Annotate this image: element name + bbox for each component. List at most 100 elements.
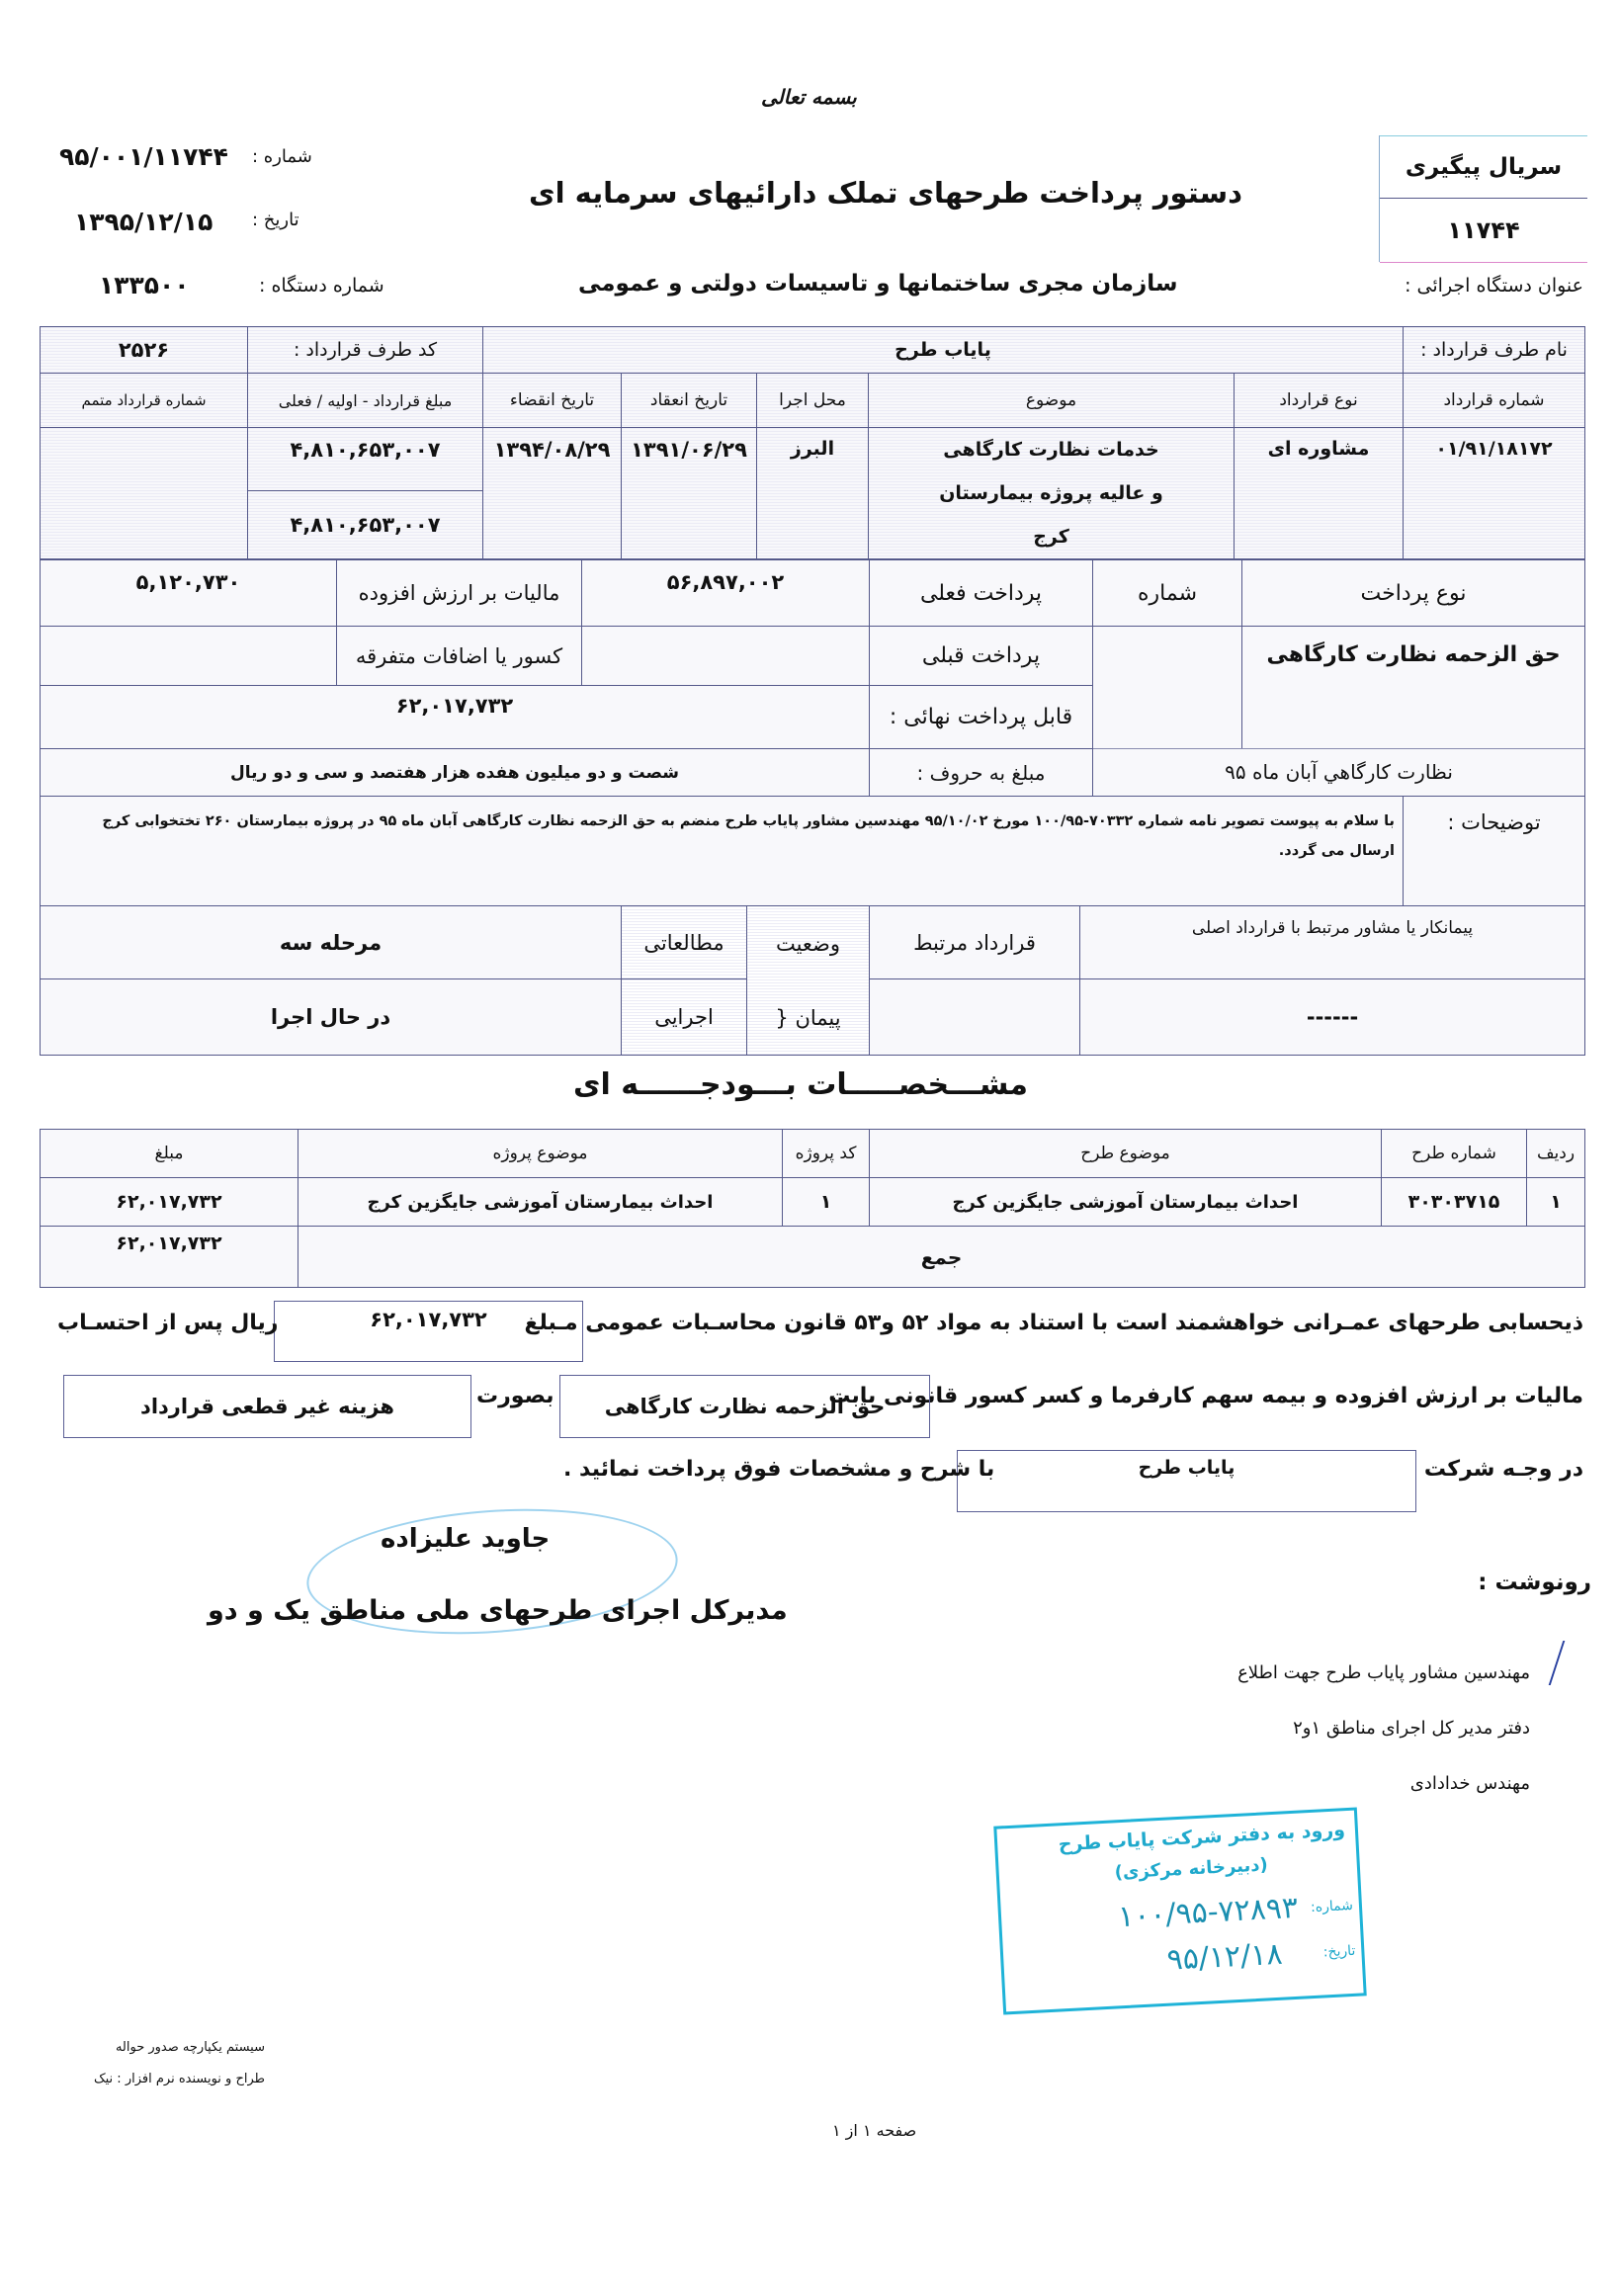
stamp-date-label: تاریخ: [1322,1942,1356,1961]
stamp-line1: ورود به دفتر شرکت پایاب طرح [1058,1819,1346,1856]
misc-label: کسور یا اضافات متفرقه [336,626,582,686]
related-contract-value [869,978,1080,1056]
payment-number-label: شماره [1092,559,1242,627]
end-date-value: ۱۳۹۴/۰۸/۲۹ [482,427,622,559]
stamp-number-label: شماره: [1310,1897,1354,1916]
order-line2-text: مالیات بر ارزش افزوده و بیمه سهم کارفرما… [828,1384,1583,1408]
header-location: محل اجرا [756,373,869,428]
order-company-box: پایاب طرح [957,1450,1416,1512]
header-start-date: تاریخ انعقاد [621,373,757,428]
payment-type-label: نوع پرداخت [1241,559,1585,627]
page-title: دستور پرداخت طرحهای تملک دارائیهای سرمای… [529,176,1242,210]
notes-label: توضیحات : [1403,796,1585,906]
location-value: البرز [756,427,869,559]
date-value: ۱۳۹۵/۱۲/۱۵ [74,208,213,236]
device-number-value: ۱۳۳۵۰۰ [99,271,190,299]
stamp-line2: (دبیرخانه مرکزی) [1114,1854,1269,1884]
period-note: نظارت کارگاهي آبان ماه ۹۵ [1092,748,1585,797]
subject-value: خدمات نظارت کارگاهی و عالیه پروژه بیمارس… [868,427,1235,559]
current-payment-value: ۵۶,۸۹۷,۰۰۲ [581,559,870,627]
contract-number-value: ۰۱/۹۱/۱۸۱۷۲ [1403,427,1585,559]
budget-cell-project-subject: احداث بیمارستان آموزشی جایگزین کرج [298,1177,783,1227]
device-number-label: شماره دستگاه : [259,275,384,297]
order-line1-suffix: ریال پس از احتسـاب [57,1311,279,1335]
budget-header-row: ردیف [1526,1129,1585,1178]
budget-header-plan-number: شماره طرح [1381,1129,1527,1178]
notes-text: با سلام به پیوست تصویر نامه شماره ۷۰۳۳۲-… [40,796,1404,906]
signatory-name: جاوید علیزاده [381,1524,551,1554]
stage-value: مرحله سه [40,905,622,979]
order-line2-mid: بصورت [476,1384,554,1408]
cc-item: مهندسین مشاور پایاب طرح جهت اطلاع [1237,1662,1530,1683]
header-subject: موضوع [868,373,1235,428]
cc-item: مهندس خدادادی [1409,1773,1530,1794]
related-contract-label: قرارداد مرتبط [869,905,1080,979]
date-label: تاریخ : [252,210,299,230]
order-line3-prefix: در وجـه شرکت [1423,1457,1583,1482]
cc-item: دفتر مدیر کل اجرای مناطق ۱و۲ [1293,1718,1530,1739]
party-code-label: کد طرف قرارداد : [247,326,483,374]
current-payment-label: پرداخت فعلی [869,559,1093,627]
vat-label: مالیات بر ارزش افزوده [336,559,582,627]
party-name-label: نام طرف قرارداد : [1403,326,1585,374]
tracking-serial-label: سریال پیگیری [1380,135,1587,199]
cc-tick-icon [1540,1641,1566,1685]
order-line1-text: ذیحسابی طرحهای عمـرانی خواهشمند است با ا… [524,1311,1583,1335]
amount-initial-value: ۴,۸۱۰,۶۵۳,۰۰۷ [247,427,483,491]
budget-cell-project-code: ۱ [782,1177,870,1227]
header-amount: مبلغ قرارداد - اولیه / فعلی [247,373,483,428]
start-date-value: ۱۳۹۱/۰۶/۲۹ [621,427,757,559]
stamp-number-value: ۱۰۰/۹۵-۷۲۸۹۳ [1117,1890,1299,1935]
signatory-title: مدیرکل اجرای طرحهای ملی مناطق یک و دو [208,1595,788,1626]
budget-header-plan-subject: موضوع طرح [869,1129,1382,1178]
order-amount-box: ۶۲,۰۱۷,۷۳۲ [274,1301,583,1362]
header-end-date: تاریخ انقضاء [482,373,622,428]
budget-cell-row: ۱ [1526,1177,1585,1227]
budget-header-project-subject: موضوع پروژه [298,1129,783,1178]
party-name-value: پایاب طرح [482,326,1404,374]
payment-type-value: حق الزحمه نظارت کارگاهی [1241,626,1585,749]
vat-value: ۵,۱۲۰,۷۳۰ [40,559,337,627]
tracking-serial-box: سریال پیگیری ۱۱۷۴۴ [1379,135,1587,263]
budget-cell-amount: ۶۲,۰۱۷,۷۳۲ [40,1177,298,1227]
related-party-value: ------ [1079,978,1585,1056]
budget-total-value: ۶۲,۰۱۷,۷۳۲ [40,1226,298,1288]
header-contract-number: شماره قرارداد [1403,373,1585,428]
contract-table [40,326,1585,559]
number-value: ۹۵/۰۰۱/۱۱۷۴۴ [59,142,228,171]
header-supplement-number: شماره قرارداد متمم [40,373,248,428]
executive-device-value: سازمان مجری ساختمانها و تاسیسات دولتی و … [578,271,1178,297]
budget-header-amount: مبلغ [40,1129,298,1178]
previous-payment-value [581,626,870,686]
order-line3-suffix: با شرح و مشخصات فوق پرداخت نمائید . [563,1457,995,1482]
amount-current-value: ۴,۸۱۰,۶۵۳,۰۰۷ [247,490,483,559]
contract-label: پیمان { [775,1005,841,1030]
header-contract-type: نوع قرارداد [1234,373,1404,428]
final-payment-label: قابل پرداخت نهائی : [869,685,1093,749]
order-payment-type-box: حق الزحمه نظارت کارگاهی [559,1375,930,1438]
party-code-value: ۲۵۲۶ [40,326,248,374]
misc-value [40,626,337,686]
stamp-date-value: ۹۵/۱۲/۱۸ [1165,1936,1284,1978]
system-name: سیستم یکپارچه صدور حواله [115,2040,265,2055]
amount-words-label: مبلغ به حروف : [869,748,1093,797]
related-party-label: پیمانکار یا مشاور مرتبط با قرارداد اصلی [1079,905,1585,979]
study-label: مطالعاتی [621,905,747,979]
receipt-stamp: ورود به دفتر شرکت پایاب طرح (دبیرخانه مر… [993,1807,1367,2015]
tracking-serial-value: ۱۱۷۴۴ [1380,199,1587,263]
number-label: شماره : [252,146,312,167]
budget-title: مشـــخصـــــات بـــودجــــــه ای [573,1067,1028,1102]
software-author: طراح و نویسنده نرم افزار : نیک [94,2072,265,2086]
bismillah: بسمه تعالی [761,85,857,109]
status-label: وضعیت [775,931,841,956]
progress-value: در حال اجرا [40,978,622,1056]
cc-label: رونوشت : [1478,1570,1591,1595]
page-number: صفحه ۱ از ۱ [832,2121,917,2140]
budget-total-label: جمع [298,1226,1585,1288]
execution-label: اجرایی [621,978,747,1056]
previous-payment-label: پرداخت قبلی [869,626,1093,686]
order-cost-type-box: هزینه غیر قطعی قرارداد [63,1375,471,1438]
status-column: وضعیت پیمان { [746,905,870,1056]
supplement-number-value [40,427,248,559]
final-payment-value: ۶۲,۰۱۷,۷۳۲ [40,685,870,749]
